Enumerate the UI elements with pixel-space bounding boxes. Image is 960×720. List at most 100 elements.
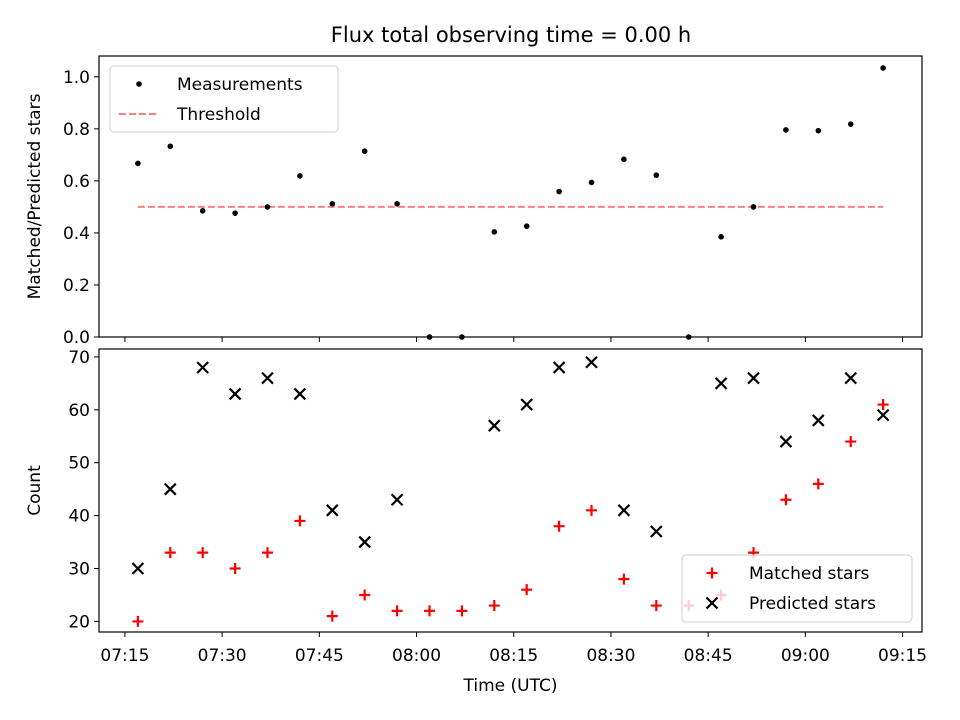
measurement-point: [135, 160, 141, 167]
matched-star-point: [780, 494, 792, 506]
legend-matched-label: Matched stars: [749, 564, 869, 584]
legend-predicted-marker: [705, 596, 719, 610]
bottom-panel: 20 30 40 50 60 70 07:15 07:30 07:45 08:00 08:15 08:…: [25, 348, 927, 696]
bottom-y-axis-label: Count: [25, 465, 45, 516]
matched-star-point: [132, 615, 144, 627]
matched-star-point: [812, 478, 824, 490]
top-panel: 0.0 0.2 0.4 0.6 0.8 1.0 Matched/Predicted star…: [25, 55, 923, 348]
predicted-star-point: [358, 535, 371, 549]
legend-threshold-label: Threshold: [176, 105, 261, 125]
matched-star-point: [553, 520, 565, 532]
predicted-star-point: [261, 371, 274, 385]
matched-star-point: [164, 547, 176, 559]
measurement-point: [588, 179, 595, 186]
measurement-point: [264, 204, 271, 210]
bottom-x-tick-label: 08:30: [586, 646, 635, 666]
matched-star-point: [423, 605, 435, 617]
measurement-point: [783, 127, 789, 133]
bottom-x-tick-label: 08:45: [684, 646, 733, 666]
measurement-point: [556, 188, 562, 195]
bottom-x-tick-label: 09:15: [878, 646, 927, 666]
measurement-point: [199, 208, 206, 214]
matched-star-point: [197, 547, 209, 559]
top-frame: [98, 55, 923, 338]
predicted-star-point: [617, 504, 631, 517]
predicted-star-point: [876, 408, 890, 422]
measurement-point: [847, 121, 854, 127]
predicted-star-point: [228, 387, 242, 401]
legend-measurements-marker: [136, 81, 142, 87]
top-legend-box: [109, 65, 339, 133]
bottom-x-tick-label: 08:00: [392, 646, 441, 666]
predicted-star-point: [779, 435, 793, 448]
measurement-point: [718, 234, 724, 240]
measurement-point: [815, 127, 822, 134]
bottom-y-tick-label: 60: [68, 401, 90, 421]
matched-star-point: [618, 573, 630, 585]
predicted-star-point: [520, 398, 533, 411]
predicted-star-point: [552, 361, 566, 374]
matched-star-point: [586, 504, 598, 516]
legend-matched-marker: [706, 567, 718, 579]
legend-measurements-label: Measurements: [177, 75, 303, 95]
matched-star-point: [650, 600, 662, 612]
measurement-point: [167, 143, 174, 150]
measurement-point: [653, 172, 660, 178]
matched-star-point: [391, 605, 403, 617]
bottom-y-tick-label: 30: [68, 560, 90, 580]
matched-star-point: [845, 436, 857, 448]
measurement-point: [361, 148, 368, 155]
predicted-star-point: [714, 377, 728, 390]
predicted-star-point: [488, 419, 501, 432]
matched-star-point: [521, 584, 533, 596]
legend-predicted-label: Predicted stars: [749, 594, 876, 614]
predicted-star-point: [326, 504, 339, 517]
predicted-star-point: [747, 371, 760, 385]
top-y-tick-label: 0.8: [63, 120, 90, 140]
bottom-y-tick-label: 50: [68, 454, 90, 474]
bottom-x-tick-label: 07:45: [295, 646, 344, 666]
bottom-legend: Matched stars Predicted stars: [681, 554, 913, 623]
measurement-point: [491, 229, 498, 235]
measurement-point: [523, 223, 530, 229]
bottom-x-tick-label: 07:30: [198, 646, 247, 666]
measurement-point: [232, 210, 238, 216]
predicted-star-point: [293, 387, 307, 401]
matched-star-point: [877, 399, 889, 411]
matched-star-point: [456, 605, 468, 617]
predicted-star-point: [650, 525, 663, 538]
predicted-star-point: [196, 361, 209, 374]
bottom-y-tick-label: 70: [68, 348, 90, 368]
bottom-y-tick-label: 40: [68, 507, 90, 527]
measurement-point: [394, 200, 400, 207]
predicted-star-point: [812, 414, 825, 427]
predicted-star-point: [844, 371, 857, 385]
predicted-star-point: [390, 493, 404, 507]
bottom-x-tick-label: 09:00: [781, 646, 830, 666]
bottom-legend-box: [681, 554, 913, 623]
measurement-point: [750, 204, 757, 210]
matched-star-point: [359, 589, 371, 601]
top-y-tick-label: 0.2: [63, 276, 90, 296]
top-y-tick-label: 0.6: [63, 172, 90, 192]
matched-star-point: [261, 547, 273, 559]
bottom-frame: [98, 348, 923, 633]
top-y-tick-label: 0.4: [63, 224, 90, 244]
measurement-point: [621, 156, 627, 163]
chart-title: Flux total observing time = 0.00 h: [331, 23, 691, 47]
top-legend: Measurements Threshold: [109, 65, 339, 133]
bottom-x-tick-label: 07:15: [100, 646, 149, 666]
matched-star-point: [488, 600, 500, 612]
measurement-point: [880, 65, 886, 71]
matched-star-point: [326, 610, 338, 622]
predicted-star-point: [131, 562, 145, 575]
predicted-star-point: [164, 482, 177, 496]
top-y-tick-label: 0.0: [63, 328, 90, 348]
matched-star-point: [294, 515, 306, 527]
predicted-star-point: [585, 355, 598, 369]
measurement-point: [297, 173, 303, 179]
top-y-axis-label: Matched/Predicted stars: [25, 93, 45, 299]
x-axis-label: Time (UTC): [463, 676, 558, 696]
bottom-x-tick-label: 08:15: [489, 646, 538, 666]
